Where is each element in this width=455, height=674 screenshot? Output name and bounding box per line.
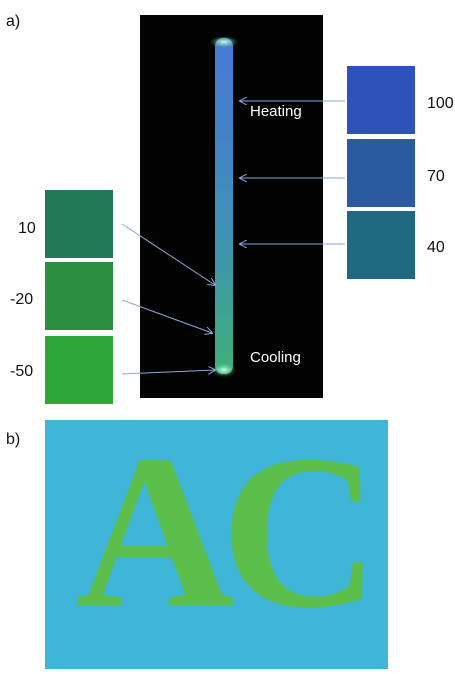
- temperature-label: -20: [10, 291, 33, 308]
- heating-label: Heating: [250, 103, 302, 120]
- panel-label: b): [6, 431, 20, 448]
- temperature-label: 70: [427, 168, 445, 185]
- temperature-label: 40: [427, 239, 445, 256]
- swatch: [45, 262, 113, 330]
- swatch: [347, 139, 415, 207]
- letter: A: [76, 409, 235, 653]
- temperature-label: 10: [18, 220, 36, 237]
- tube-glow: [212, 363, 236, 377]
- arrows: [121, 101, 345, 375]
- swatch: [45, 336, 113, 404]
- cooling-label: Cooling: [250, 349, 301, 366]
- swatch: [45, 190, 113, 258]
- tube: [215, 38, 233, 374]
- panel-label: a): [6, 13, 20, 30]
- swatch: [347, 66, 415, 134]
- tube-glow: [210, 36, 238, 48]
- photo-background: [45, 420, 388, 669]
- temperature-label: 100: [427, 95, 454, 112]
- temperature-label: -50: [10, 363, 33, 380]
- swatch: [347, 211, 415, 279]
- letter: C: [221, 409, 380, 653]
